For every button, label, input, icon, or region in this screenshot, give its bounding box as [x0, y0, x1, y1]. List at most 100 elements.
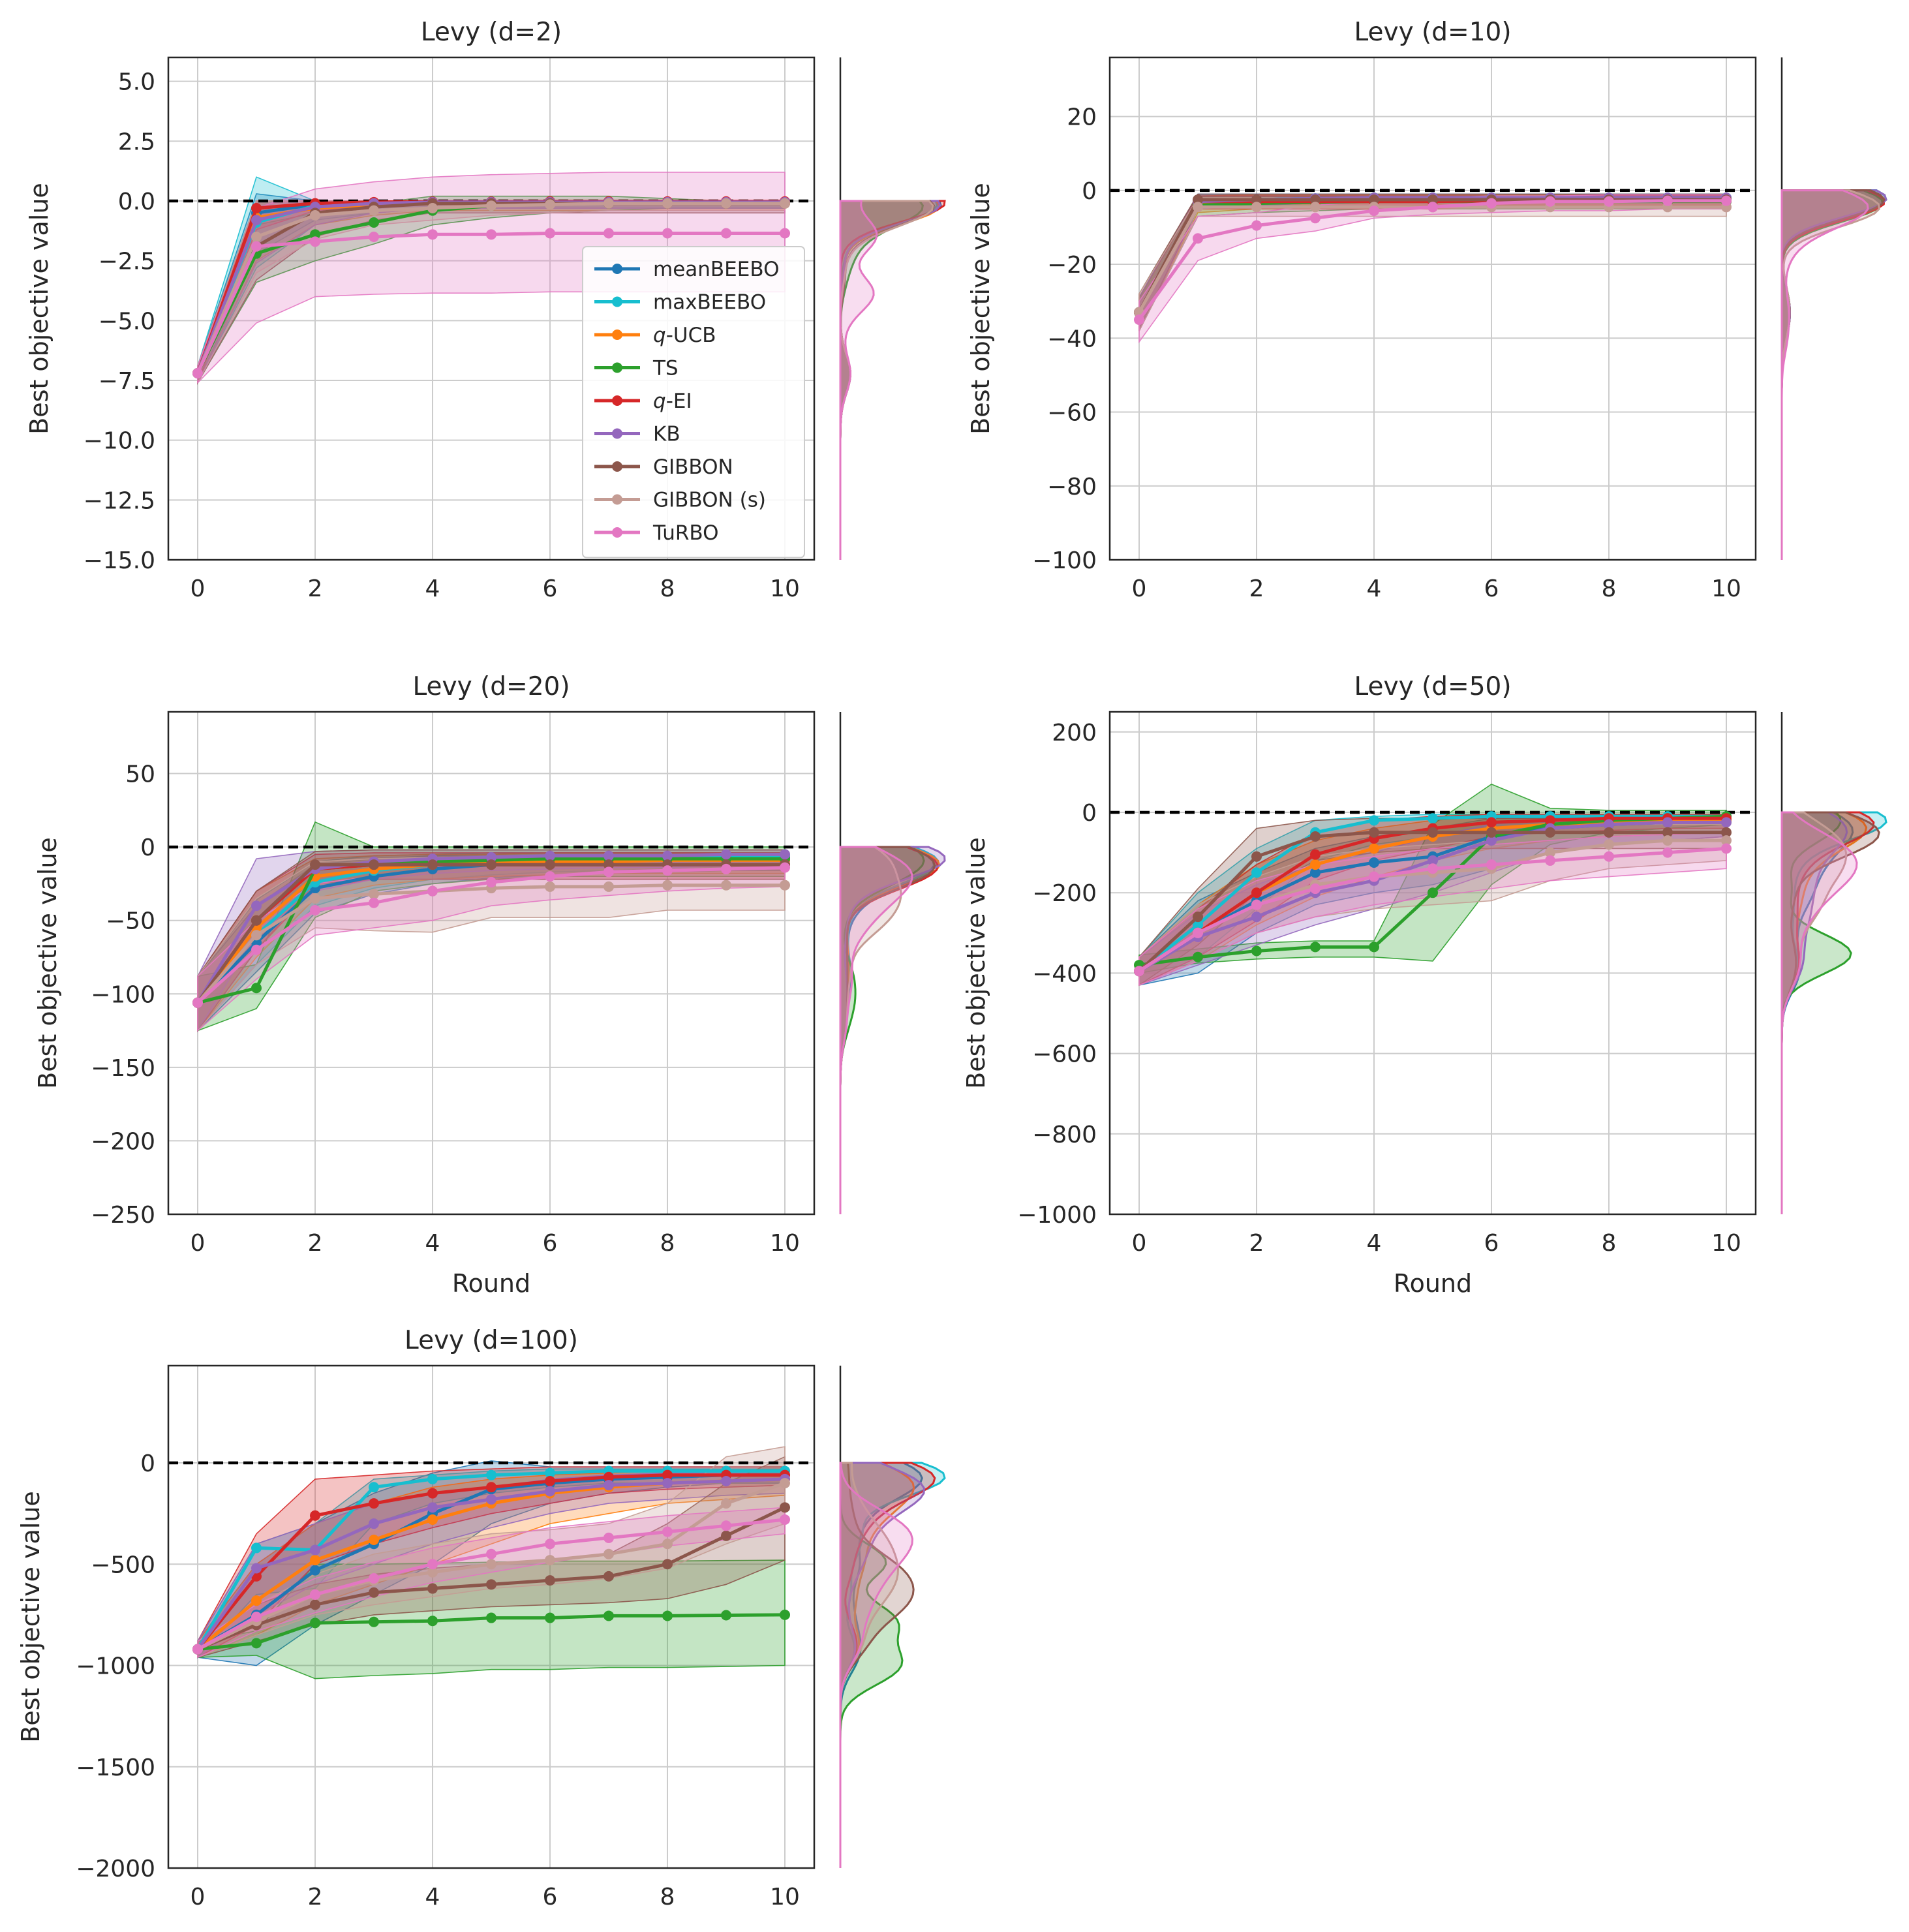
- point-GIBBON: [310, 859, 320, 870]
- y-tick-label: −40: [1047, 326, 1097, 352]
- point-GIBBON: [1545, 827, 1555, 838]
- point-GIBBON: [427, 859, 438, 870]
- y-axis-ticks: 50 0 −50 −100 −150 −200 −250: [91, 761, 155, 1229]
- point-GIBBONs: [1545, 847, 1555, 858]
- legend-label-prefix: q: [653, 390, 666, 413]
- plot-frame: [167, 1364, 816, 1869]
- point-GIBBON: [369, 1587, 379, 1598]
- point-TuRBO: [1486, 859, 1497, 870]
- point-TuRBO: [1369, 205, 1379, 216]
- point-qEI: [251, 203, 262, 213]
- point-GIBBONs: [310, 893, 320, 904]
- y-tick-label: 0: [1082, 800, 1097, 827]
- y-tick-label: −400: [1032, 960, 1097, 987]
- point-TuRBO: [1721, 843, 1732, 854]
- marginal-density: [839, 712, 946, 1214]
- band-TuRBO: [1138, 831, 1727, 987]
- point-GIBBONs: [662, 198, 673, 209]
- x-tick-label: 2: [1249, 575, 1264, 602]
- point-TuRBO: [369, 897, 379, 908]
- point-TuRBO: [486, 877, 496, 888]
- point-KB: [721, 1475, 731, 1486]
- point-TS: [1369, 942, 1379, 953]
- panel-levy-d100: Levy (d=100) Best objective value 0 −500 −…: [16, 1326, 946, 1910]
- point-GIBBONs: [603, 881, 614, 892]
- x-axis-ticks: 0 2 4 6 8 10: [191, 575, 800, 602]
- point-meanBEEBO: [1369, 857, 1379, 868]
- x-axis-ticks: 0 2 4 6 8 10: [1132, 575, 1741, 602]
- point-GIBBON: [1193, 912, 1203, 923]
- panel-title: Levy (d=2): [421, 18, 562, 47]
- point-TS: [780, 1609, 790, 1620]
- point-qEI: [310, 1510, 320, 1521]
- y-tick-label: −250: [91, 1202, 155, 1229]
- point-TuRBO: [486, 1548, 496, 1559]
- point-GIBBONs: [427, 203, 438, 213]
- x-axis-ticks: 0 2 4 6 8 10: [191, 1230, 800, 1257]
- point-TuRBO: [1428, 863, 1438, 874]
- point-TS: [486, 1612, 496, 1623]
- x-tick-label: 10: [770, 1230, 800, 1257]
- point-qEI: [486, 1482, 496, 1493]
- x-tick-label: 6: [543, 1884, 558, 1910]
- point-KB: [310, 1544, 320, 1556]
- y-tick-label: −500: [91, 1552, 155, 1578]
- point-qUCB: [1310, 859, 1321, 870]
- point-TuRBO: [486, 229, 496, 240]
- y-tick-label: −200: [91, 1128, 155, 1155]
- legend-item: q-UCB: [594, 324, 716, 347]
- band-TuRBO: [197, 1507, 786, 1659]
- point-TuRBO: [721, 228, 731, 239]
- point-TuRBO: [662, 228, 673, 239]
- point-qEI: [427, 1488, 438, 1499]
- point-TS: [310, 1618, 320, 1629]
- point-TS: [427, 1616, 438, 1627]
- legend-label-text: -EI: [666, 390, 692, 413]
- point-TuRBO: [310, 1589, 320, 1600]
- legend-item: GIBBON: [594, 455, 733, 479]
- point-GIBBONs: [369, 889, 379, 900]
- point-TuRBO: [662, 1526, 673, 1537]
- point-qEI: [1486, 817, 1497, 828]
- point-KB: [251, 900, 262, 912]
- legend-item: GIBBON (s): [594, 489, 766, 512]
- y-axis-ticks: 0 −500 −1000 −1500 −2000: [76, 1450, 155, 1882]
- point-TuRBO: [1662, 195, 1673, 206]
- point-GIBBON: [369, 859, 379, 870]
- point-GIBBON: [251, 915, 262, 926]
- point-TS: [545, 1612, 555, 1623]
- point-TuRBO: [1545, 855, 1555, 866]
- point-KB: [545, 850, 555, 861]
- y-tick-label: −15.0: [84, 547, 155, 574]
- point-GIBBONs: [251, 930, 262, 941]
- point-GIBBON: [603, 1571, 614, 1582]
- marginal-density: [1780, 712, 1887, 1214]
- point-KB: [1721, 817, 1732, 828]
- point-qEI: [1545, 815, 1555, 826]
- y-tick-label: −2.5: [99, 249, 155, 275]
- y-axis-ticks: 200 0 −200 −400 −600 −800 −1000: [1017, 720, 1097, 1229]
- series-lines: [192, 849, 790, 1008]
- legend-label-text: TS: [652, 357, 679, 380]
- y-tick-label: −1500: [76, 1755, 155, 1781]
- point-GIBBONs: [1251, 202, 1262, 213]
- point-GIBBON: [545, 1575, 555, 1586]
- point-TS: [251, 1638, 262, 1649]
- point-TuRBO: [662, 865, 673, 876]
- point-GIBBONs: [486, 200, 496, 211]
- point-GIBBON: [1193, 194, 1203, 205]
- x-tick-label: 2: [308, 575, 323, 602]
- point-TuRBO: [780, 1514, 790, 1525]
- point-GIBBONs: [603, 198, 614, 209]
- point-GIBBONs: [545, 1555, 555, 1566]
- legend-marker: [612, 264, 622, 274]
- x-tick-label: 6: [1484, 575, 1499, 602]
- point-GIBBON: [1310, 194, 1321, 205]
- point-GIBBON: [486, 1579, 496, 1590]
- point-TuRBO: [1310, 213, 1321, 224]
- x-tick-label: 0: [191, 1884, 206, 1910]
- point-TuRBO: [603, 866, 614, 878]
- x-tick-label: 4: [425, 1884, 440, 1910]
